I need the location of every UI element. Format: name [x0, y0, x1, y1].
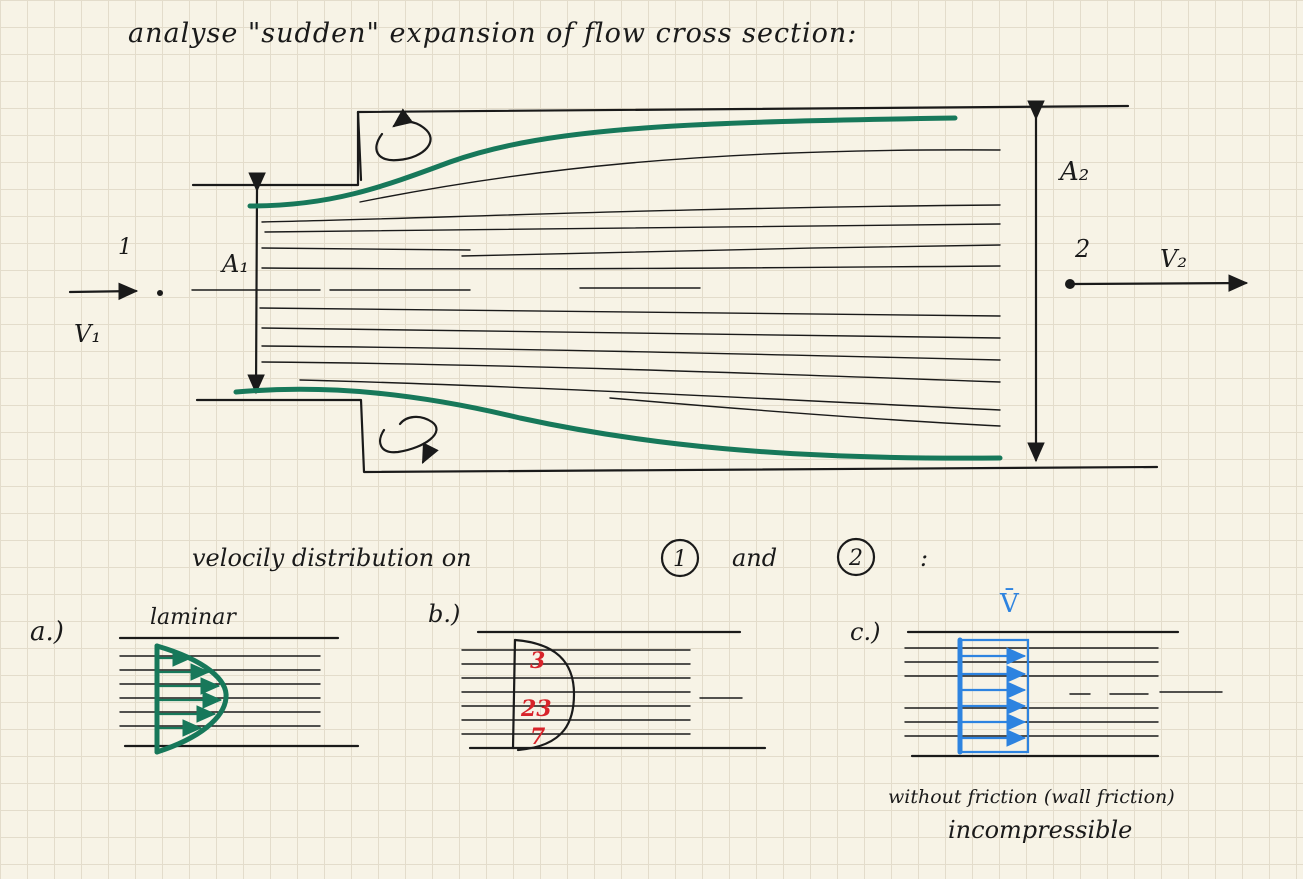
point-1-dot	[157, 290, 163, 296]
streamlines	[191, 149, 1001, 427]
section-1-circle	[660, 538, 700, 578]
case-c-velocity-arrows	[960, 647, 1027, 747]
parabolic-profile	[154, 643, 229, 755]
turbulent-profile	[513, 638, 576, 752]
inlet-lower-wall	[195, 398, 1159, 474]
expansion-diagram: 1 V₁ A₁ 2 V₂ A₂	[68, 100, 1249, 474]
case-a-caption: laminar	[150, 605, 237, 630]
outlet-velocity-arrow	[1072, 274, 1249, 292]
case-a-marker: a.)	[30, 617, 64, 647]
section-1-circle-label: 1	[673, 547, 687, 572]
case-a-laminar: a.) laminar	[30, 605, 360, 755]
case-c-streamlines	[904, 647, 1223, 737]
page-title: analyse "sudden" expansion of flow cross…	[128, 18, 857, 49]
case-c-note-line2: incompressible	[948, 816, 1132, 844]
svg-text:7: 7	[530, 724, 546, 750]
case-b-eddy-marks: 3 23 7	[520, 648, 552, 750]
svg-text:3: 3	[530, 648, 545, 674]
case-c-note-line1: without friction (wall friction)	[888, 786, 1175, 808]
case-c-marker: c.)	[850, 618, 880, 646]
lower-boundary-streamline	[233, 386, 1003, 461]
a2-label: A₂	[1058, 157, 1089, 187]
point-2-dot	[1065, 279, 1075, 289]
point-2-label: 2	[1074, 235, 1090, 263]
point-1-label: 1	[118, 235, 132, 260]
upper-step-edge	[356, 110, 363, 182]
inlet-velocity-arrow	[68, 282, 139, 301]
case-b-turbulent: b.) 3 23 7	[428, 600, 767, 752]
upper-boundary-streamline	[247, 115, 958, 209]
velocity-heading-and: and	[732, 544, 777, 572]
velocity-heading: velocily distribution on 1 and 2 :	[192, 537, 928, 578]
svg-text:23: 23	[520, 696, 552, 722]
case-b-marker: b.)	[428, 600, 460, 628]
lower-recirculation-eddy	[379, 415, 438, 454]
inlet-upper-wall	[191, 104, 1130, 187]
uniform-profile	[958, 638, 1030, 754]
case-a-velocity-arrows	[158, 649, 223, 737]
v1-label: V₁	[74, 320, 101, 348]
upper-recirculation-eddy	[375, 108, 432, 162]
velocity-heading-text: velocily distribution on	[192, 544, 472, 572]
section-2-circle-label: 2	[848, 546, 863, 571]
a1-label: A₁	[220, 250, 249, 278]
velocity-heading-colon: :	[920, 544, 928, 572]
mean-velocity-symbol: V̄	[999, 587, 1020, 619]
case-b-streamlines	[461, 649, 743, 735]
section-2-circle	[836, 537, 876, 577]
case-c-uniform: c.) V̄ without friction (wall friction) …	[850, 587, 1223, 844]
v2-label: V₂	[1160, 245, 1187, 273]
a1-dimension-arrow	[247, 172, 266, 395]
